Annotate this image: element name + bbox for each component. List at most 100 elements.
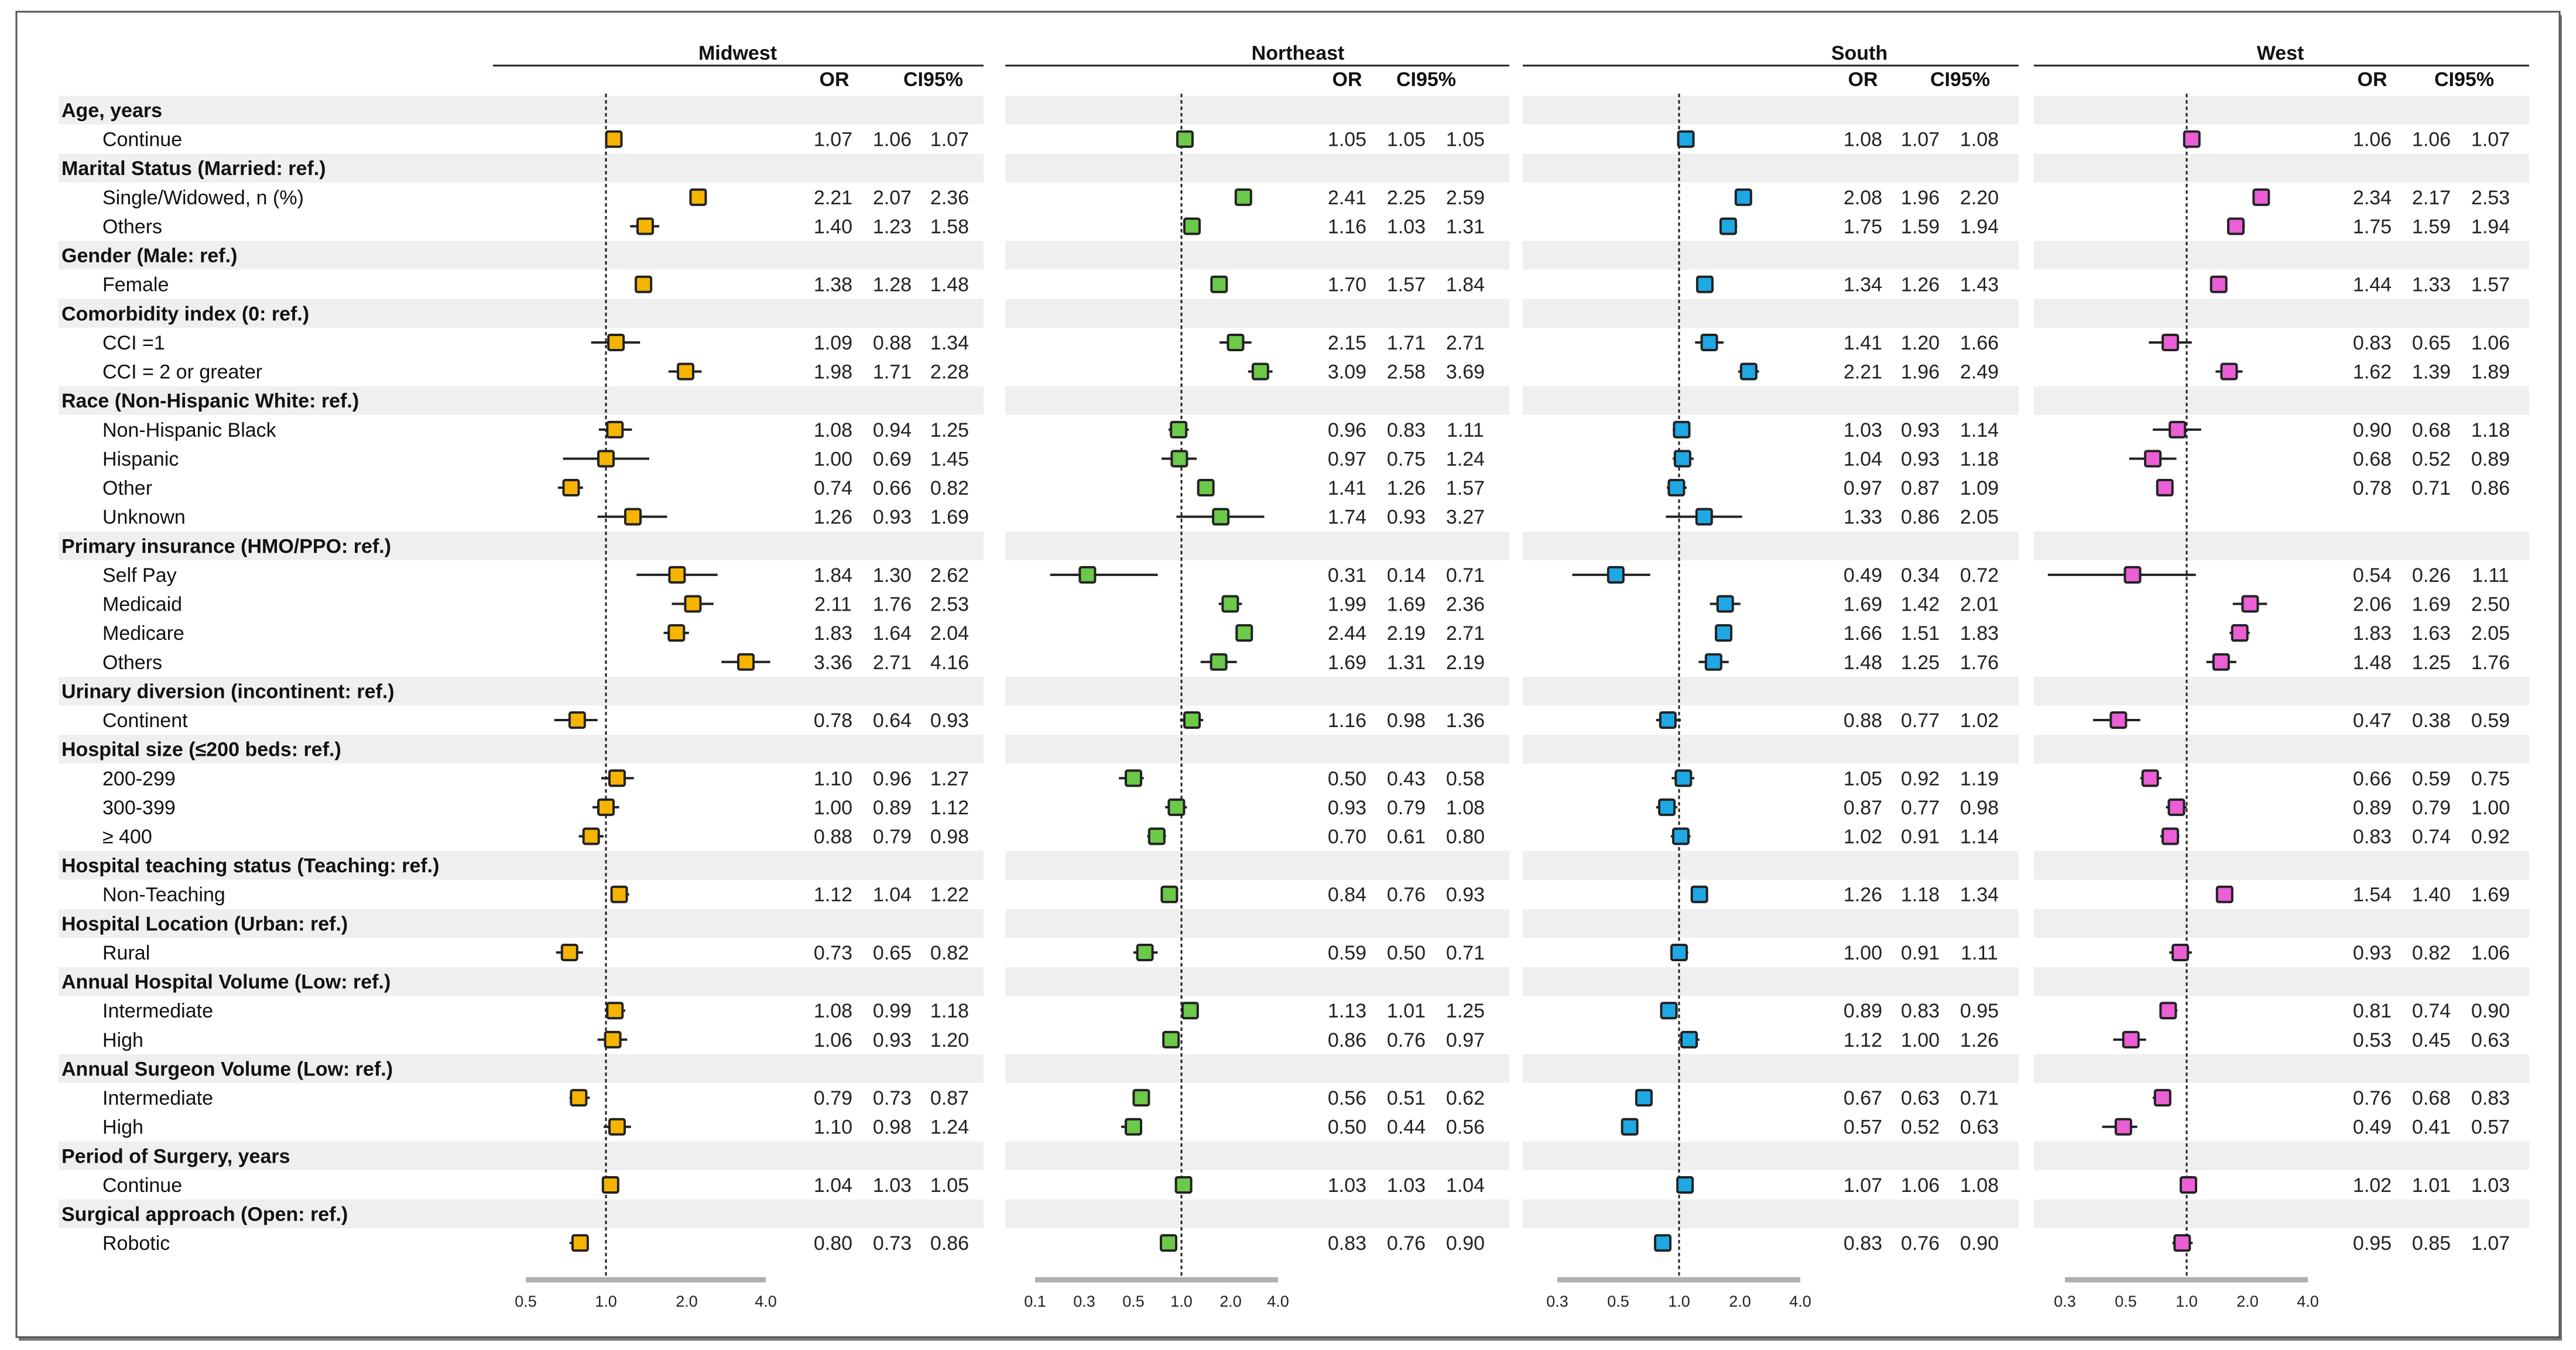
or-value: 0.97 xyxy=(1328,448,1366,470)
ci-upper-value: 1.24 xyxy=(930,1116,969,1139)
or-column-header: OR xyxy=(1332,68,1362,91)
ci-upper-value: 0.95 xyxy=(1960,1000,1999,1022)
ci-lower-value: 0.79 xyxy=(1387,797,1426,819)
header-row-band xyxy=(59,241,984,270)
or-point-marker xyxy=(1159,1234,1177,1252)
header-row-band xyxy=(59,676,984,705)
ci-lower-value: 1.96 xyxy=(1901,187,1940,209)
ci-upper-value: 1.45 xyxy=(930,448,969,470)
or-value: 2.08 xyxy=(1844,187,1882,209)
x-tick-label: 4.0 xyxy=(1267,1293,1289,1310)
ci-lower-value: 0.65 xyxy=(2412,332,2451,354)
or-value: 1.48 xyxy=(1844,652,1882,674)
or-value: 1.05 xyxy=(1328,129,1366,151)
ci-lower-value: 2.58 xyxy=(1387,361,1426,383)
or-value: 1.12 xyxy=(1844,1029,1882,1051)
ci-upper-value: 3.69 xyxy=(1446,361,1485,383)
or-point-marker xyxy=(2173,1234,2191,1252)
or-point-marker xyxy=(636,217,654,235)
row-label: 200-299 xyxy=(102,767,176,790)
panel-midwest: Midwest OR CI95% 0.5 1.0 2.0 4.0 1.07 1.06 1.07 2.… xyxy=(493,42,984,1310)
or-value: 0.87 xyxy=(1844,797,1882,819)
ci-lower-value: 1.06 xyxy=(873,129,912,151)
header-row-band xyxy=(2034,531,2529,560)
group-header-label: Age, years xyxy=(61,100,162,122)
ci-upper-value: 2.05 xyxy=(2471,622,2510,645)
or-value: 3.36 xyxy=(814,652,852,674)
x-tick-label: 0.5 xyxy=(1607,1293,1629,1310)
header-row-band xyxy=(59,1200,984,1229)
or-point-marker xyxy=(1132,1089,1150,1107)
x-tick-label: 0.1 xyxy=(1024,1293,1046,1310)
panel-title: South xyxy=(1831,42,1888,64)
or-value: 1.06 xyxy=(2353,129,2392,151)
ci-lower-value: 1.00 xyxy=(1901,1029,1940,1051)
ci-lower-value: 0.98 xyxy=(873,1116,912,1139)
header-row-band xyxy=(2034,1200,2529,1229)
header-row-band xyxy=(1523,1200,2019,1229)
or-point-marker xyxy=(597,798,615,816)
or-value: 0.70 xyxy=(1328,826,1366,848)
ci-upper-value: 0.75 xyxy=(2471,767,2510,790)
or-value: 0.96 xyxy=(1328,419,1366,441)
or-point-marker xyxy=(608,1118,626,1136)
or-value: 0.80 xyxy=(814,1232,852,1255)
ci-lower-value: 1.25 xyxy=(2412,652,2451,674)
group-header-label: Annual Surgeon Volume (Low: ref.) xyxy=(61,1058,393,1080)
or-value: 1.54 xyxy=(2353,884,2392,906)
group-header-label: Primary insurance (HMO/PPO: ref.) xyxy=(61,535,391,557)
or-point-marker xyxy=(1212,508,1230,526)
ci-upper-value: 0.71 xyxy=(1446,564,1485,587)
or-value: 2.06 xyxy=(2353,594,2392,616)
or-value: 1.16 xyxy=(1328,215,1366,238)
ci-upper-value: 1.04 xyxy=(1446,1174,1485,1197)
ci-lower-value: 0.79 xyxy=(2412,797,2451,819)
or-value: 2.15 xyxy=(1328,332,1366,354)
or-value: 0.83 xyxy=(2353,332,2392,354)
ci-lower-value: 0.51 xyxy=(1387,1087,1426,1109)
or-column-header: OR xyxy=(1848,68,1878,91)
ci-upper-value: 1.08 xyxy=(1960,129,1999,151)
ci-lower-value: 0.77 xyxy=(1901,797,1940,819)
or-point-marker xyxy=(676,362,694,381)
row-label: Non-Teaching xyxy=(102,884,225,906)
or-point-marker xyxy=(2183,130,2201,148)
header-row-band xyxy=(1523,851,2019,880)
ci-upper-value: 0.71 xyxy=(1446,942,1485,964)
or-point-marker xyxy=(2114,1118,2132,1136)
ci-lower-value: 0.76 xyxy=(1387,884,1426,906)
or-point-marker xyxy=(606,420,624,438)
ci-upper-value: 1.14 xyxy=(1960,419,1999,441)
or-value: 0.97 xyxy=(1844,477,1882,499)
or-point-marker xyxy=(571,1234,589,1252)
or-value: 1.40 xyxy=(814,215,852,238)
or-point-marker xyxy=(668,566,686,584)
ci-upper-value: 1.84 xyxy=(1446,274,1485,296)
or-value: 1.70 xyxy=(1328,274,1366,296)
group-header-label: Annual Hospital Volume (Low: ref.) xyxy=(61,971,390,993)
ci-lower-value: 0.75 xyxy=(1387,448,1426,470)
ci-upper-value: 0.98 xyxy=(930,826,969,848)
header-row-band xyxy=(59,153,984,183)
x-tick-label: 0.3 xyxy=(1073,1293,1095,1310)
ci-upper-value: 1.36 xyxy=(1446,710,1485,732)
or-point-marker xyxy=(2167,798,2186,816)
header-row-band xyxy=(1523,531,2019,560)
ci-column-header: CI95% xyxy=(1396,68,1456,91)
ci-lower-value: 1.64 xyxy=(873,622,912,645)
ci-lower-value: 1.04 xyxy=(873,884,912,906)
ci-lower-value: 0.61 xyxy=(1387,826,1426,848)
ci-lower-value: 0.26 xyxy=(2412,564,2451,587)
or-point-marker xyxy=(1700,333,1718,351)
ci-upper-value: 1.76 xyxy=(2471,652,2510,674)
x-tick-label: 1.0 xyxy=(2176,1293,2198,1310)
or-value: 0.50 xyxy=(1328,767,1366,790)
or-point-marker xyxy=(2169,420,2187,438)
ci-upper-value: 0.90 xyxy=(1960,1232,1999,1255)
or-value: 2.34 xyxy=(2353,187,2392,209)
or-point-marker xyxy=(1125,1118,1142,1136)
ci-upper-value: 1.89 xyxy=(2471,361,2510,383)
row-label: Continent xyxy=(102,710,188,732)
or-value: 0.78 xyxy=(2353,477,2392,499)
